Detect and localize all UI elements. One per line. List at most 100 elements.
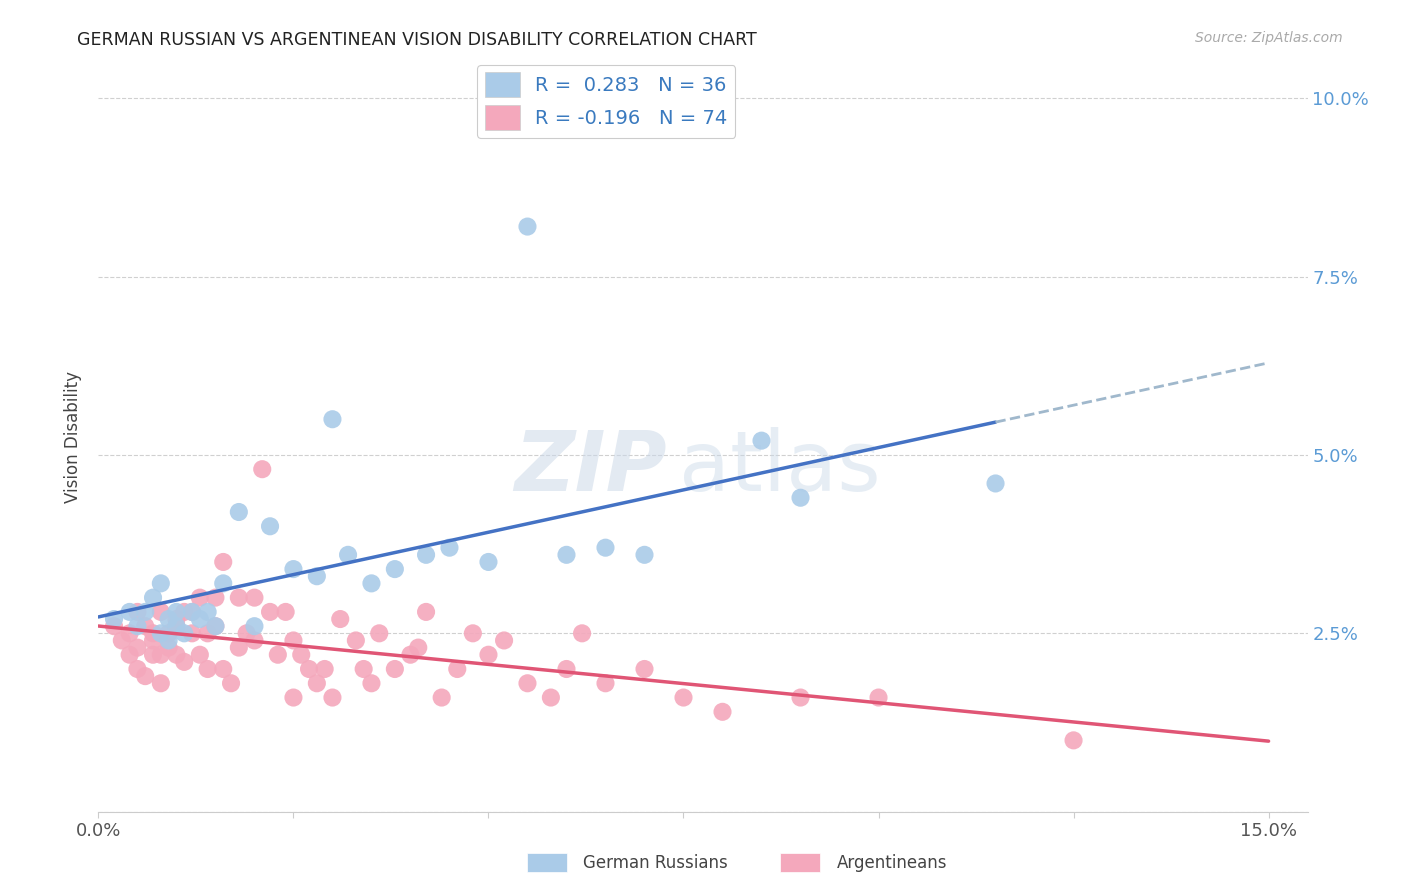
- Point: [142, 633, 165, 648]
- Point: [555, 548, 578, 562]
- Point: [173, 626, 195, 640]
- Text: ZIP: ZIP: [515, 426, 666, 508]
- Point: [204, 619, 226, 633]
- Point: [197, 626, 219, 640]
- Point: [439, 541, 461, 555]
- Point: [415, 548, 437, 562]
- Point: [305, 569, 328, 583]
- Point: [103, 612, 125, 626]
- Point: [149, 576, 172, 591]
- Point: [204, 619, 226, 633]
- Y-axis label: Vision Disability: Vision Disability: [65, 371, 83, 503]
- Point: [384, 562, 406, 576]
- Point: [321, 690, 343, 705]
- Point: [197, 662, 219, 676]
- Point: [461, 626, 484, 640]
- Point: [283, 690, 305, 705]
- Point: [142, 626, 165, 640]
- Point: [165, 619, 187, 633]
- Point: [337, 548, 360, 562]
- Point: [633, 548, 655, 562]
- Point: [149, 605, 172, 619]
- Point: [571, 626, 593, 640]
- Point: [212, 555, 235, 569]
- Point: [118, 605, 141, 619]
- Point: [181, 605, 204, 619]
- Point: [360, 576, 382, 591]
- Point: [103, 619, 125, 633]
- Point: [751, 434, 773, 448]
- Point: [157, 633, 180, 648]
- Point: [711, 705, 734, 719]
- Point: [173, 605, 195, 619]
- Text: German Russians: German Russians: [583, 854, 728, 871]
- Point: [540, 690, 562, 705]
- Point: [235, 626, 257, 640]
- Point: [165, 612, 187, 626]
- Point: [516, 676, 538, 690]
- Point: [165, 605, 187, 619]
- Point: [321, 412, 343, 426]
- Point: [118, 626, 141, 640]
- Point: [274, 605, 297, 619]
- Point: [595, 541, 617, 555]
- Point: [984, 476, 1007, 491]
- Point: [134, 619, 156, 633]
- Point: [283, 633, 305, 648]
- Text: atlas: atlas: [679, 426, 880, 508]
- Point: [204, 591, 226, 605]
- Point: [149, 626, 172, 640]
- Point: [127, 662, 149, 676]
- Point: [181, 626, 204, 640]
- Text: GERMAN RUSSIAN VS ARGENTINEAN VISION DISABILITY CORRELATION CHART: GERMAN RUSSIAN VS ARGENTINEAN VISION DIS…: [77, 31, 756, 49]
- Point: [157, 612, 180, 626]
- Point: [267, 648, 290, 662]
- Point: [173, 655, 195, 669]
- Point: [127, 605, 149, 619]
- Point: [789, 491, 811, 505]
- Point: [477, 555, 499, 569]
- Point: [212, 576, 235, 591]
- Point: [1063, 733, 1085, 747]
- Point: [142, 591, 165, 605]
- Point: [219, 676, 242, 690]
- Point: [134, 605, 156, 619]
- Point: [868, 690, 890, 705]
- Point: [259, 605, 281, 619]
- Point: [188, 612, 211, 626]
- Point: [446, 662, 468, 676]
- Point: [118, 648, 141, 662]
- Point: [399, 648, 422, 662]
- Point: [555, 662, 578, 676]
- Point: [243, 591, 266, 605]
- Point: [595, 676, 617, 690]
- Point: [243, 633, 266, 648]
- Point: [157, 626, 180, 640]
- Point: [127, 619, 149, 633]
- Text: Source: ZipAtlas.com: Source: ZipAtlas.com: [1195, 31, 1343, 45]
- Point: [259, 519, 281, 533]
- Point: [127, 640, 149, 655]
- Point: [415, 605, 437, 619]
- Point: [197, 605, 219, 619]
- Point: [188, 648, 211, 662]
- Point: [228, 591, 250, 605]
- Point: [149, 676, 172, 690]
- Point: [477, 648, 499, 662]
- Point: [360, 676, 382, 690]
- Point: [329, 612, 352, 626]
- Point: [165, 619, 187, 633]
- Point: [789, 690, 811, 705]
- Point: [516, 219, 538, 234]
- Point: [157, 640, 180, 655]
- Point: [111, 633, 134, 648]
- Point: [384, 662, 406, 676]
- Point: [290, 648, 312, 662]
- Point: [228, 505, 250, 519]
- Point: [633, 662, 655, 676]
- Point: [134, 669, 156, 683]
- Point: [672, 690, 695, 705]
- Point: [149, 648, 172, 662]
- Point: [283, 562, 305, 576]
- Point: [314, 662, 336, 676]
